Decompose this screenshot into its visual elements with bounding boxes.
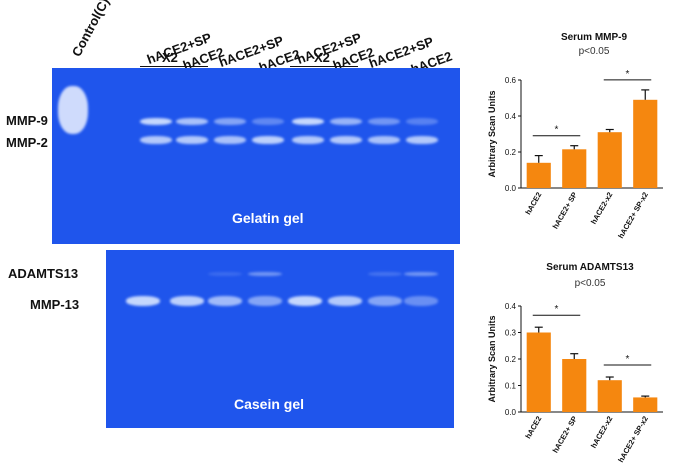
category-label: hACE2+ SP bbox=[551, 191, 579, 231]
y-tick-label: 0.0 bbox=[505, 408, 517, 417]
significance-star: * bbox=[626, 354, 630, 365]
lane-label-control: Control(C) bbox=[68, 0, 113, 59]
y-tick-label: 0.0 bbox=[505, 184, 517, 193]
mmp2-band bbox=[292, 136, 324, 144]
bar bbox=[633, 99, 658, 188]
mmp9-band bbox=[368, 118, 400, 125]
x2-underline-2 bbox=[290, 66, 358, 67]
control-smear bbox=[58, 86, 88, 134]
mmp13-band bbox=[248, 296, 282, 306]
y-tick-label: 0.4 bbox=[505, 302, 517, 311]
mmp9-band bbox=[406, 118, 438, 125]
bar bbox=[526, 162, 551, 188]
y-axis-label: Arbitrary Scan Units bbox=[487, 315, 497, 402]
bar bbox=[562, 359, 587, 412]
gelatin-gel-caption: Gelatin gel bbox=[232, 210, 304, 226]
category-label: hACE2+ SP-x2 bbox=[616, 415, 650, 464]
significance-star: * bbox=[555, 125, 559, 136]
mmp2-band bbox=[252, 136, 284, 144]
mmp9-bar-chart: 0.0 0.2 0.4 0.6 Arbitrary Scan Units hACE2 hAC… bbox=[487, 69, 663, 240]
chart1-title: Serum MMP-9 bbox=[560, 32, 628, 43]
y-tick-label: 0.2 bbox=[505, 148, 517, 157]
mmp13-band bbox=[126, 296, 160, 306]
mmp2-label: MMP-2 bbox=[6, 135, 48, 150]
adamts13-label: ADAMTS13 bbox=[8, 266, 79, 281]
adamts13-band bbox=[208, 272, 242, 276]
adamts13-band bbox=[404, 272, 438, 276]
mmp9-label: MMP-9 bbox=[6, 113, 48, 128]
y-axis-label: Arbitrary Scan Units bbox=[487, 90, 497, 177]
mmp2-band bbox=[368, 136, 400, 144]
significance-star: * bbox=[555, 304, 559, 315]
bar bbox=[526, 332, 551, 412]
adamts13-bar-chart: 0.0 0.1 0.2 0.3 0.4 Arbitrary Scan Units hACE2… bbox=[487, 302, 663, 464]
category-label: hACE2-x2 bbox=[589, 415, 615, 450]
gelatin-gel: Gelatin gel bbox=[52, 68, 460, 244]
chart1-subtitle: p<0.05 bbox=[578, 46, 610, 57]
mmp13-band bbox=[328, 296, 362, 306]
x2-label-1: X2 bbox=[162, 50, 178, 65]
mmp9-band bbox=[252, 118, 284, 125]
y-tick-label: 0.1 bbox=[505, 382, 517, 391]
casein-gel-caption: Casein gel bbox=[234, 396, 305, 412]
mmp2-band bbox=[176, 136, 208, 144]
category-label: hACE2+ SP-x2 bbox=[616, 191, 650, 240]
category-label: hACE2 bbox=[523, 191, 543, 217]
mmp2-band bbox=[140, 136, 172, 144]
category-label: hACE2-x2 bbox=[589, 191, 615, 226]
bar bbox=[633, 397, 658, 412]
adamts13-band bbox=[368, 272, 402, 276]
mmp9-band bbox=[214, 118, 246, 125]
y-tick-label: 0.6 bbox=[505, 76, 517, 85]
chart2-subtitle: p<0.05 bbox=[574, 278, 606, 289]
mmp13-band bbox=[170, 296, 204, 306]
mmp9-band bbox=[292, 118, 324, 125]
category-label: hACE2 bbox=[523, 415, 543, 441]
y-tick-label: 0.2 bbox=[505, 355, 517, 364]
chart2-title: Serum ADAMTS13 bbox=[546, 262, 634, 273]
mmp9-band bbox=[140, 118, 172, 125]
mmp2-band bbox=[406, 136, 438, 144]
y-tick-label: 0.4 bbox=[505, 112, 517, 121]
bar bbox=[597, 132, 622, 188]
y-tick-label: 0.3 bbox=[505, 329, 517, 338]
bar bbox=[597, 380, 622, 412]
mmp9-band bbox=[176, 118, 208, 125]
mmp13-band bbox=[368, 296, 402, 306]
bar bbox=[562, 149, 587, 188]
mmp13-band bbox=[208, 296, 242, 306]
mmp13-band bbox=[288, 296, 322, 306]
mmp2-band bbox=[214, 136, 246, 144]
category-label: hACE2+ SP bbox=[551, 415, 579, 455]
mmp9-band bbox=[330, 118, 362, 125]
mmp2-band bbox=[330, 136, 362, 144]
x2-underline-1 bbox=[140, 66, 208, 67]
significance-star: * bbox=[626, 69, 630, 80]
mmp13-band bbox=[404, 296, 438, 306]
adamts13-band bbox=[248, 272, 282, 276]
mmp13-label: MMP-13 bbox=[30, 297, 80, 312]
casein-gel: Casein gel bbox=[106, 250, 454, 428]
x2-label-2: X2 bbox=[314, 50, 330, 65]
